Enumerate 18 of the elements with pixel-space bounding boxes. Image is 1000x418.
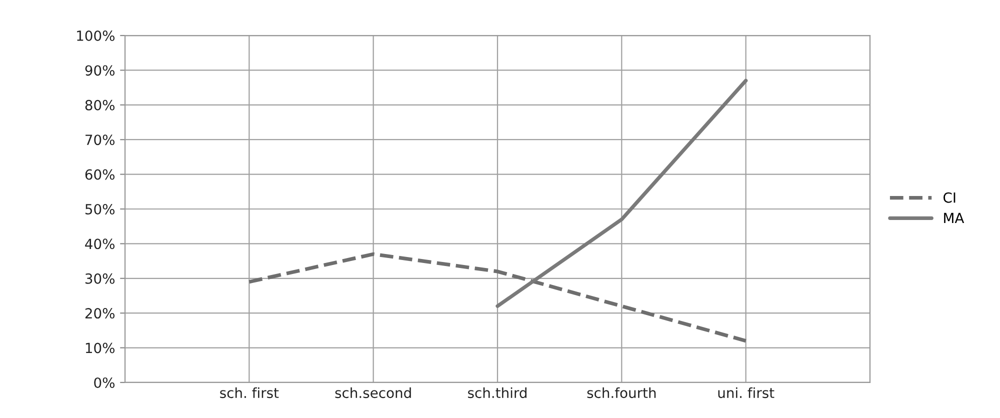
y-tick-label: 90% [85, 65, 115, 76]
x-tick-label: sch.third [468, 387, 526, 398]
y-tick-label: 20% [85, 308, 115, 319]
y-tick-label: 0% [94, 377, 115, 388]
y-tick-label: 80% [85, 100, 115, 110]
y-tick-label: 30% [85, 273, 115, 284]
y-tick-label: 70% [86, 134, 115, 146]
y-tick-label: 40% [85, 238, 115, 250]
y-tick-label: 10% [86, 342, 115, 354]
x-tick-label: sch. first [220, 387, 279, 398]
legend-label: MA [944, 212, 964, 224]
legend-label: CI [944, 192, 956, 203]
x-tick-label: uni. first [718, 387, 774, 398]
y-tick-label: 50% [85, 204, 115, 214]
x-tick-label: sch.fourth [587, 387, 656, 398]
x-tick-label: sch.second [335, 387, 411, 398]
y-tick-label: 60% [85, 169, 115, 180]
y-tick-label: 100% [77, 30, 115, 42]
